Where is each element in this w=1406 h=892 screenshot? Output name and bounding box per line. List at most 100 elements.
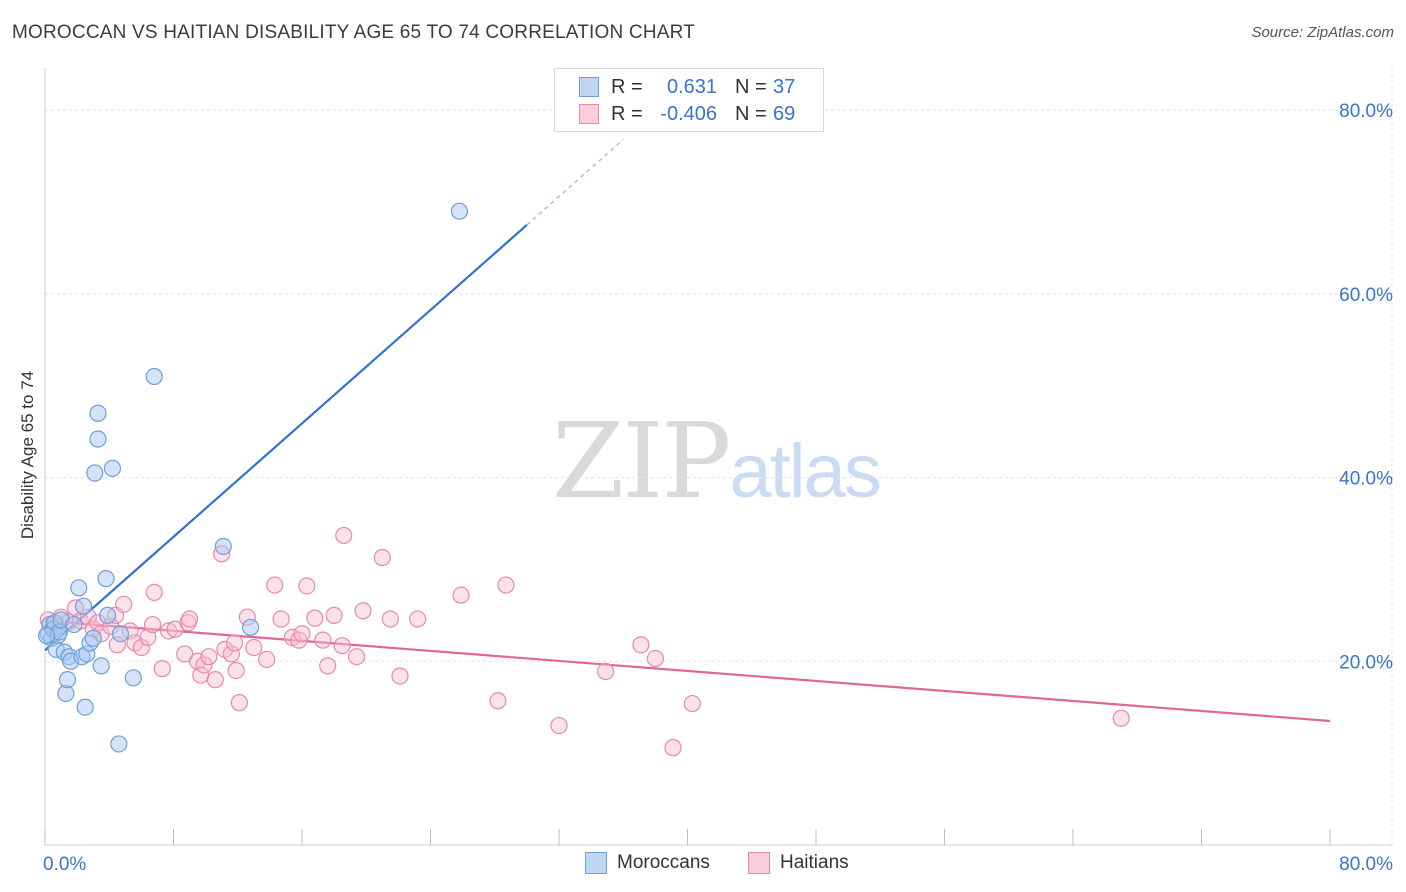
haitians-point: [314, 631, 332, 649]
haitians-point: [664, 739, 682, 757]
haitians-point: [596, 662, 615, 680]
haitians-point: [1112, 709, 1130, 727]
haitians-point: [245, 638, 263, 657]
moroccans-r-value: 0.631: [666, 75, 717, 98]
haitians-point: [452, 586, 470, 604]
haitians-n-label: N =: [735, 102, 767, 125]
haitians-point: [160, 622, 178, 640]
x-tick-label-min: 0.0%: [43, 854, 86, 875]
moroccans-point: [99, 606, 117, 624]
moroccans-trend-line: [44, 224, 528, 652]
haitians-swatch: [579, 104, 599, 124]
moroccans-point: [214, 537, 232, 556]
haitians-point: [333, 637, 351, 655]
bottom-legend-moroccans: Moroccans: [585, 852, 710, 874]
haitians-point: [144, 615, 162, 634]
haitians-point: [646, 649, 664, 668]
haitians-point: [132, 638, 150, 657]
correlation-legend: R = 0.631 N = 37 R = -0.406 N = 69: [554, 68, 824, 132]
moroccans-point: [76, 698, 94, 716]
axes: [44, 68, 1392, 846]
haitians-point: [222, 645, 240, 663]
haitians-point: [293, 625, 311, 643]
haitians-points: [39, 526, 1130, 757]
haitians-point: [325, 606, 343, 624]
trend-lines: [44, 139, 1331, 723]
bottom-legend-haitians: Haitians: [748, 852, 849, 874]
moroccans-point: [86, 464, 104, 482]
haitians-point: [683, 694, 701, 713]
moroccans-point: [97, 570, 115, 588]
haitians-point: [180, 610, 199, 628]
y-tick-label: 80.0%: [1339, 101, 1393, 122]
moroccans-point: [92, 657, 110, 675]
moroccans-points: [38, 202, 469, 753]
haitians-point: [298, 577, 316, 595]
moroccans-point: [89, 430, 107, 448]
haitians-point: [272, 610, 290, 628]
moroccans-point: [242, 618, 260, 636]
haitians-point: [227, 661, 245, 680]
haitians-point: [195, 656, 213, 674]
moroccans-point: [111, 625, 130, 643]
watermark-zip: ZIP: [552, 400, 731, 522]
moroccans-point: [89, 404, 107, 422]
moroccans-n-value: 37: [773, 75, 796, 98]
moroccans-trend-extension: [526, 139, 624, 226]
bottom-moroccans-swatch: [585, 852, 607, 874]
moroccans-point: [38, 626, 56, 645]
y-tick-label: 20.0%: [1339, 652, 1393, 673]
haitians-trend-line: [44, 619, 1331, 723]
haitians-point: [306, 609, 324, 627]
haitians-point: [348, 648, 366, 666]
bottom-haitians-label: Haitians: [780, 852, 849, 873]
haitians-point: [489, 692, 507, 710]
bottom-moroccans-label: Moroccans: [617, 852, 710, 873]
source-credit: Source: ZipAtlas.com: [1251, 24, 1394, 41]
y-tick-label: 40.0%: [1339, 469, 1393, 490]
moroccans-swatch: [579, 77, 599, 97]
haitians-point: [319, 657, 337, 675]
haitians-point: [409, 610, 427, 628]
moroccans-point: [450, 202, 469, 220]
moroccans-point: [124, 669, 142, 687]
haitians-point: [381, 610, 399, 628]
watermark: ZIPatlas: [552, 400, 882, 522]
haitians-point: [497, 576, 515, 594]
haitians-point: [632, 636, 650, 654]
haitians-point: [206, 671, 224, 689]
haitians-r-value: -0.406: [660, 102, 717, 125]
chart-title: MOROCCAN VS HAITIAN DISABILITY AGE 65 TO…: [12, 22, 695, 43]
haitians-point: [153, 660, 171, 678]
haitians-point: [335, 526, 353, 545]
y-axis-label: Disability Age 65 to 74: [18, 370, 37, 540]
haitians-point: [225, 634, 244, 652]
haitians-point: [391, 667, 409, 685]
haitians-point: [200, 648, 218, 666]
haitians-n-value: 69: [773, 102, 796, 125]
moroccans-point: [110, 735, 128, 753]
haitians-point: [139, 628, 157, 647]
moroccans-point: [145, 367, 163, 386]
moroccans-n-label: N =: [735, 75, 767, 98]
moroccans-point: [103, 459, 122, 477]
moroccans-point: [84, 629, 102, 647]
haitians-point: [230, 694, 248, 712]
haitians-point: [145, 583, 163, 601]
haitians-point: [550, 716, 568, 735]
haitians-point: [115, 595, 133, 613]
moroccans-point: [70, 579, 88, 597]
haitians-point: [373, 548, 391, 567]
x-tick-label-max: 80.0%: [1339, 854, 1393, 875]
legend-row-haitians: R = -0.406 N = 69: [579, 102, 795, 126]
watermark-atlas: atlas: [729, 429, 882, 514]
moroccans-point: [58, 671, 77, 689]
haitians-point: [176, 645, 194, 663]
y-tick-label: 60.0%: [1339, 285, 1393, 306]
haitians-r-label: R =: [611, 102, 643, 125]
bottom-haitians-swatch: [748, 852, 770, 874]
haitians-point: [354, 602, 372, 620]
haitians-point: [266, 576, 284, 594]
gridlines: [45, 68, 1393, 845]
